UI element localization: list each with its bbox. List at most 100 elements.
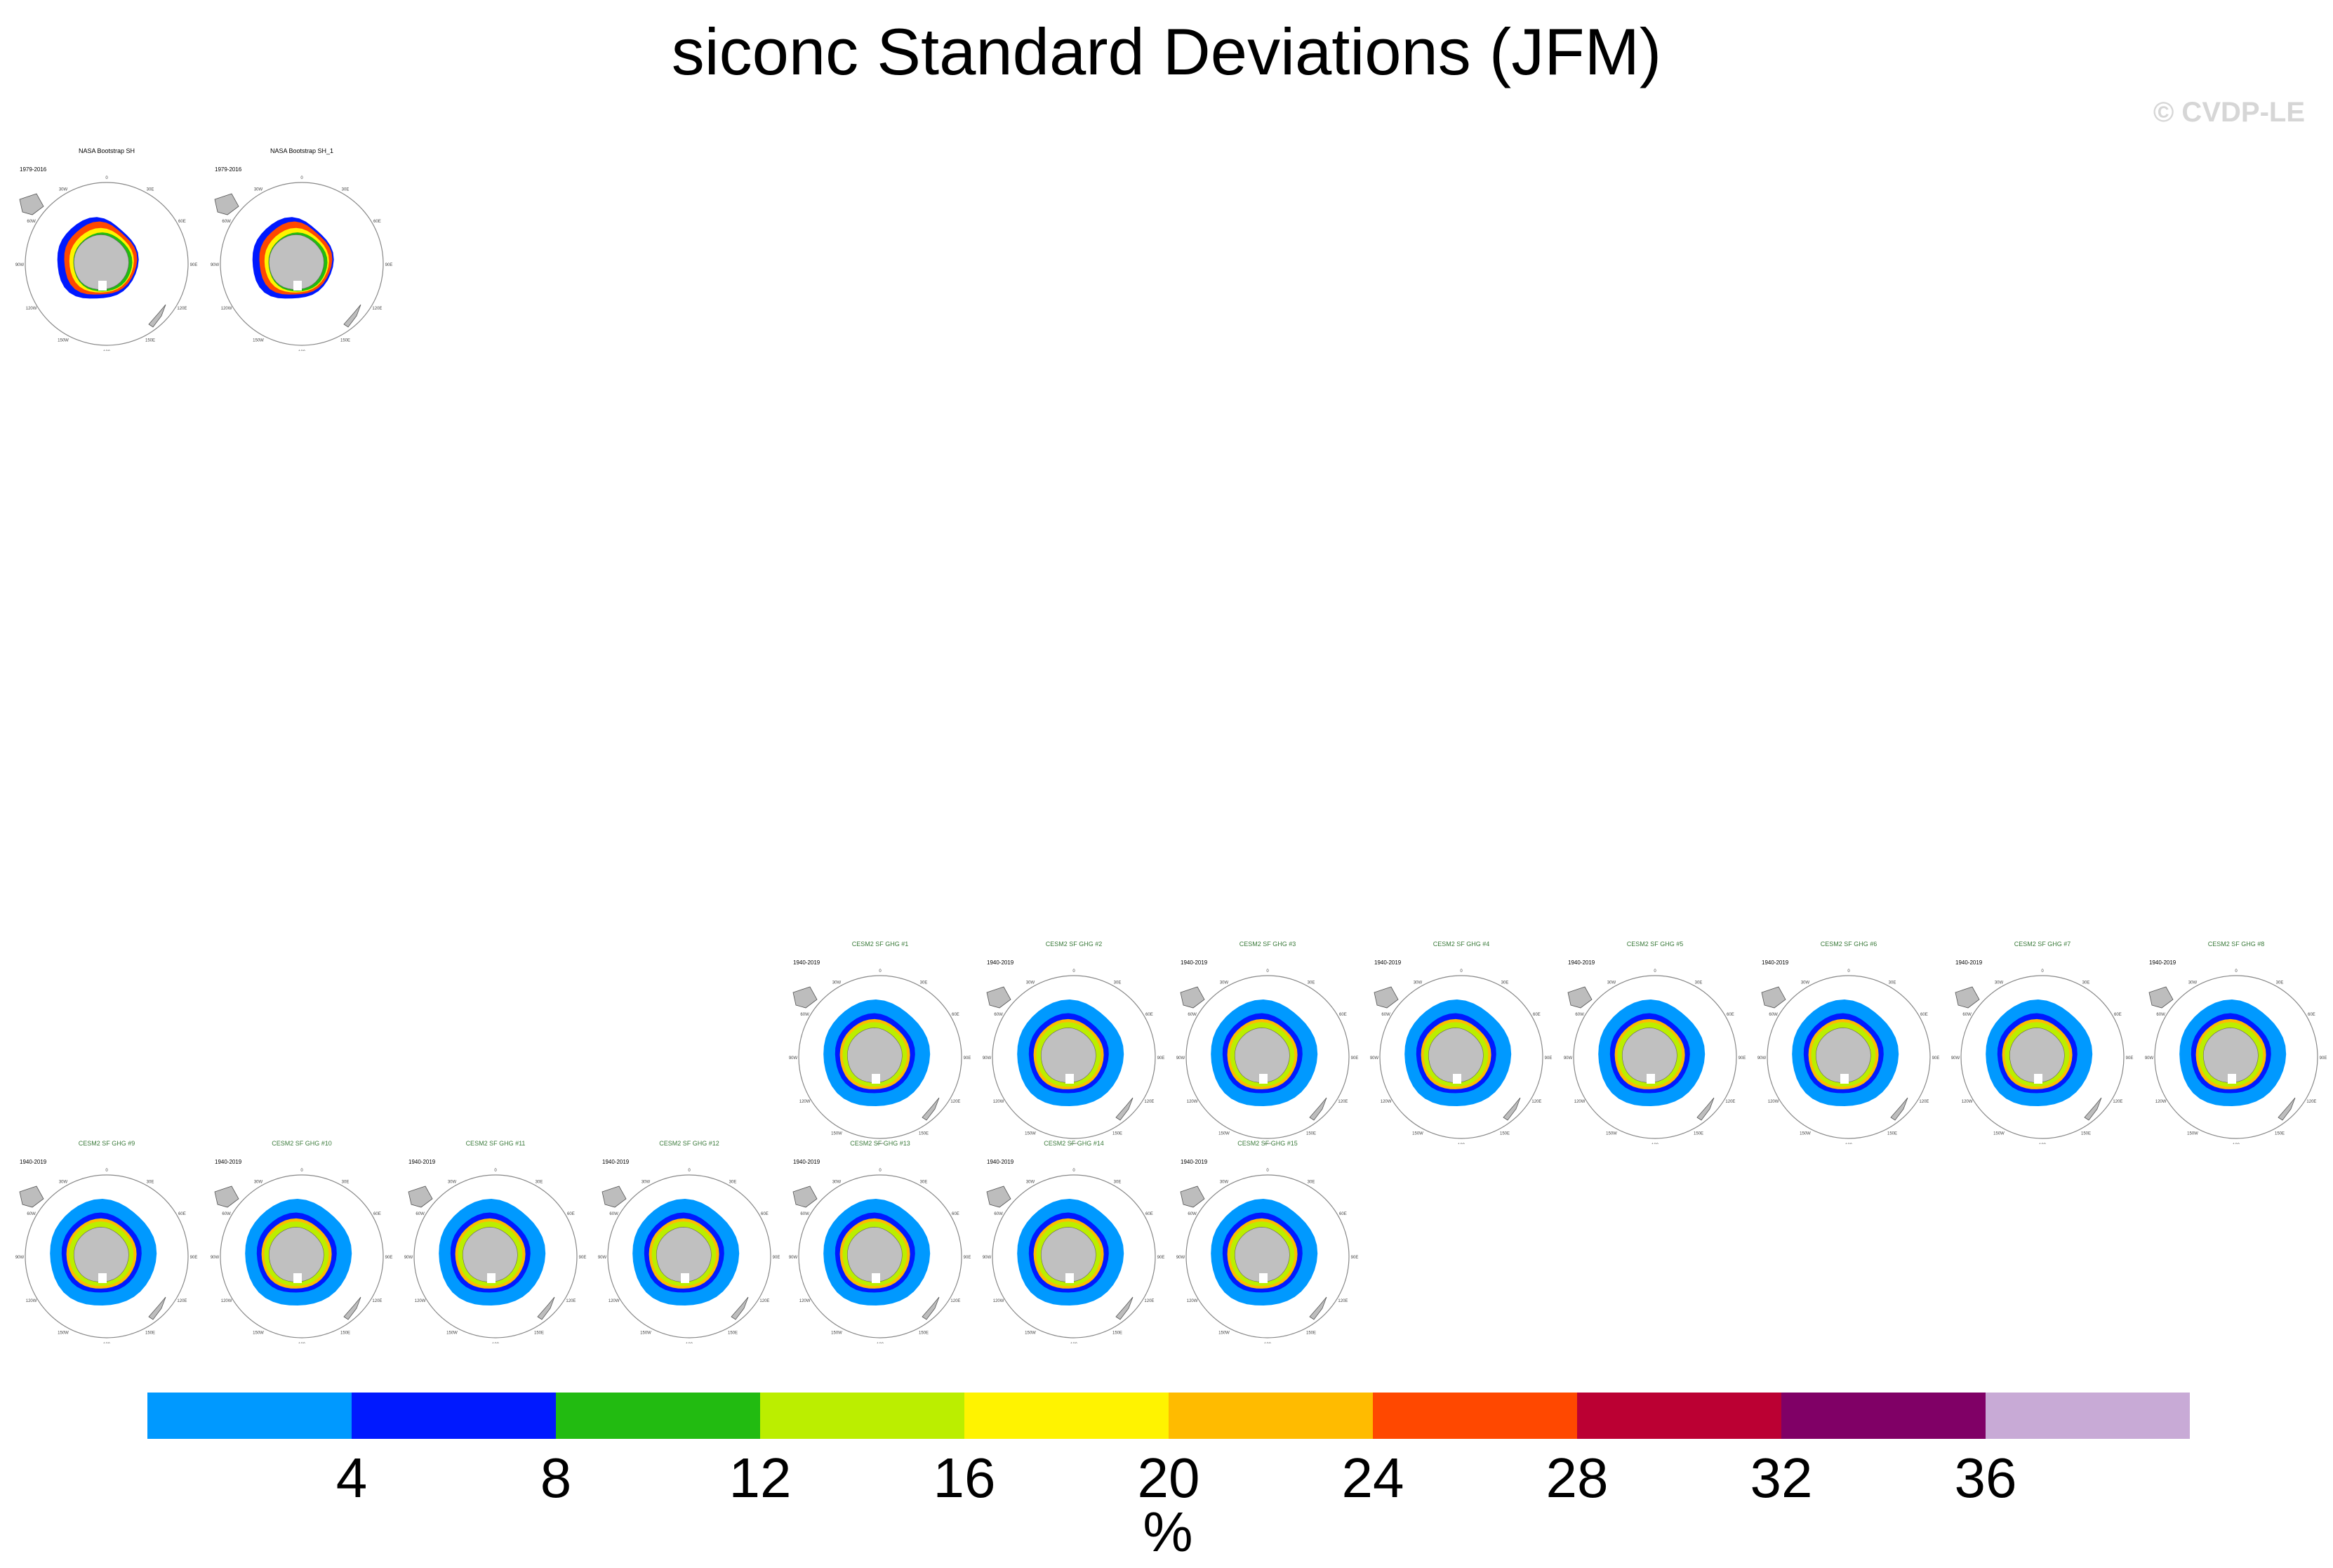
longitude-label: 150W xyxy=(1606,1131,1617,1136)
longitude-label: 60W xyxy=(2156,1013,2165,1017)
map-panel: CESM2 SF GHG #9 1940-2019 0 30E 60E 90E 120E 15… xyxy=(15,1140,198,1343)
longitude-label: 30W xyxy=(1995,981,2004,985)
longitude-label: 90W xyxy=(1757,1056,1767,1061)
longitude-label: 30E xyxy=(1114,1181,1122,1185)
longitude-label: 60E xyxy=(373,220,381,224)
longitude-label: 120E xyxy=(1338,1100,1348,1104)
longitude-label: 150E xyxy=(919,1131,929,1136)
new-zealand-land xyxy=(343,304,361,328)
colorbar-tick-label: 28 xyxy=(1546,1447,1609,1509)
longitude-label: 90E xyxy=(385,263,393,267)
longitude-label: 120E xyxy=(1144,1299,1154,1303)
map-panel: CESM2 SF GHG #14 1940-2019 0 30E 60E 90E 120E 1… xyxy=(983,1140,1165,1343)
map-panel: CESM2 SF GHG #11 1940-2019 0 30E 60E 90E 120E 1… xyxy=(404,1140,587,1343)
map-panel: CESM2 SF GHG #10 1940-2019 0 30E 60E 90E 120E 1… xyxy=(211,1140,393,1343)
south-america-land xyxy=(1180,986,1205,1009)
longitude-label: 180 xyxy=(2039,1143,2047,1144)
colorbar-tick-label: 8 xyxy=(540,1447,572,1509)
antarctica-land xyxy=(269,234,324,290)
panel-title: CESM2 SF GHG #7 xyxy=(2014,941,2071,948)
longitude-label: 120W xyxy=(993,1299,1004,1303)
map-panel: NASA Bootstrap SH_1 1979-2016 0 30E 60E 90E 12… xyxy=(211,147,393,351)
longitude-label: 120W xyxy=(609,1299,620,1303)
antarctica-land xyxy=(2009,1028,2065,1083)
longitude-label: 60W xyxy=(800,1013,809,1017)
longitude-label: 150E xyxy=(728,1331,738,1335)
longitude-label: 120E xyxy=(177,307,187,311)
longitude-label: 0 xyxy=(300,176,303,180)
south-america-land xyxy=(1374,986,1399,1009)
longitude-label: 60E xyxy=(952,1212,959,1216)
polar-map: CESM2 SF GHG #7 1940-2019 0 30E 60E 90E 120E 15… xyxy=(1951,941,2133,1144)
longitude-label: 120W xyxy=(26,307,37,311)
longitude-label: 180 xyxy=(298,350,306,351)
longitude-label: 60E xyxy=(1339,1013,1347,1017)
longitude-label: 60W xyxy=(800,1212,809,1216)
longitude-label: 150W xyxy=(1800,1131,1811,1136)
longitude-label: 60E xyxy=(952,1013,959,1017)
antarctica-land xyxy=(1235,1227,1290,1282)
south-america-land xyxy=(1955,986,1980,1009)
longitude-label: 150E xyxy=(1112,1131,1122,1136)
longitude-label: 120W xyxy=(1574,1100,1586,1104)
colorbar-swatch xyxy=(1169,1393,1373,1439)
longitude-label: 60E xyxy=(1145,1212,1153,1216)
south-america-land xyxy=(214,1185,239,1208)
longitude-label: 90W xyxy=(789,1056,798,1061)
longitude-label: 30W xyxy=(254,188,263,192)
panel-title: CESM2 SF GHG #6 xyxy=(1821,941,1877,948)
polar-map: CESM2 SF GHG #1 1940-2019 0 30E 60E 90E 120E 15… xyxy=(789,941,971,1144)
map-panel: CESM2 SF GHG #15 1940-2019 0 30E 60E 90E 120E 1… xyxy=(1176,1140,1359,1343)
longitude-label: 90W xyxy=(211,1256,220,1260)
longitude-label: 30E xyxy=(536,1181,543,1185)
longitude-label: 90E xyxy=(579,1256,587,1260)
longitude-label: 120W xyxy=(26,1299,37,1303)
longitude-label: 90W xyxy=(15,263,25,267)
polar-map: CESM2 SF GHG #4 1940-2019 0 30E 60E 90E 120E 15… xyxy=(1370,941,1552,1144)
map-panel: CESM2 SF GHG #8 1940-2019 0 30E 60E 90E 120E 15… xyxy=(2145,941,2327,1144)
longitude-label: 150E xyxy=(534,1331,544,1335)
longitude-label: 120E xyxy=(1919,1100,1929,1104)
figure-title: siconc Standard Deviations (JFM) xyxy=(671,15,1662,88)
longitude-label: 150E xyxy=(1306,1131,1316,1136)
longitude-label: 0 xyxy=(2235,969,2238,974)
panel-period: 1940-2019 xyxy=(1955,959,1983,966)
map-panel: CESM2 SF GHG #2 1940-2019 0 30E 60E 90E 120E 15… xyxy=(983,941,1165,1144)
new-zealand-land xyxy=(1503,1097,1521,1121)
longitude-label: 90E xyxy=(1157,1056,1165,1061)
longitude-label: 150W xyxy=(253,1331,264,1335)
longitude-label: 60E xyxy=(1145,1013,1153,1017)
polar-map: CESM2 SF GHG #11 1940-2019 0 30E 60E 90E 120E 1… xyxy=(404,1140,587,1343)
panel-period: 1940-2019 xyxy=(602,1159,630,1165)
longitude-label: 150E xyxy=(2081,1131,2091,1136)
longitude-label: 90W xyxy=(211,263,220,267)
longitude-label: 60E xyxy=(1920,1013,1928,1017)
longitude-label: 60E xyxy=(567,1212,575,1216)
longitude-label: 30W xyxy=(1801,981,1810,985)
longitude-label: 90W xyxy=(404,1256,413,1260)
longitude-label: 30E xyxy=(2082,981,2090,985)
longitude-label: 120E xyxy=(950,1299,960,1303)
map-panel: CESM2 SF GHG #12 1940-2019 0 30E 60E 90E 120E 1… xyxy=(598,1140,780,1343)
longitude-label: 0 xyxy=(105,176,108,180)
longitude-label: 0 xyxy=(1266,969,1269,974)
longitude-label: 0 xyxy=(1072,969,1075,974)
longitude-label: 120W xyxy=(2155,1100,2167,1104)
panel-title: CESM2 SF GHG #5 xyxy=(1627,941,1684,948)
longitude-label: 120E xyxy=(372,307,382,311)
longitude-label: 60W xyxy=(222,1212,231,1216)
new-zealand-land xyxy=(148,304,166,328)
longitude-label: 90W xyxy=(1176,1256,1185,1260)
panel-title: NASA Bootstrap SH_1 xyxy=(270,147,333,154)
colorbar-swatch xyxy=(556,1393,760,1439)
south-america-land xyxy=(1567,986,1593,1009)
longitude-label: 30E xyxy=(1308,1181,1315,1185)
polar-map: CESM2 SF GHG #10 1940-2019 0 30E 60E 90E 120E 1… xyxy=(211,1140,392,1343)
longitude-label: 30W xyxy=(1026,1181,1035,1185)
longitude-label: 90W xyxy=(983,1056,992,1061)
longitude-label: 180 xyxy=(103,350,111,351)
longitude-label: 30W xyxy=(59,188,68,192)
new-zealand-land xyxy=(731,1296,749,1320)
polar-map: CESM2 SF GHG #3 1940-2019 0 30E 60E 90E 120E 15… xyxy=(1176,941,1358,1144)
longitude-label: 120W xyxy=(221,307,232,311)
